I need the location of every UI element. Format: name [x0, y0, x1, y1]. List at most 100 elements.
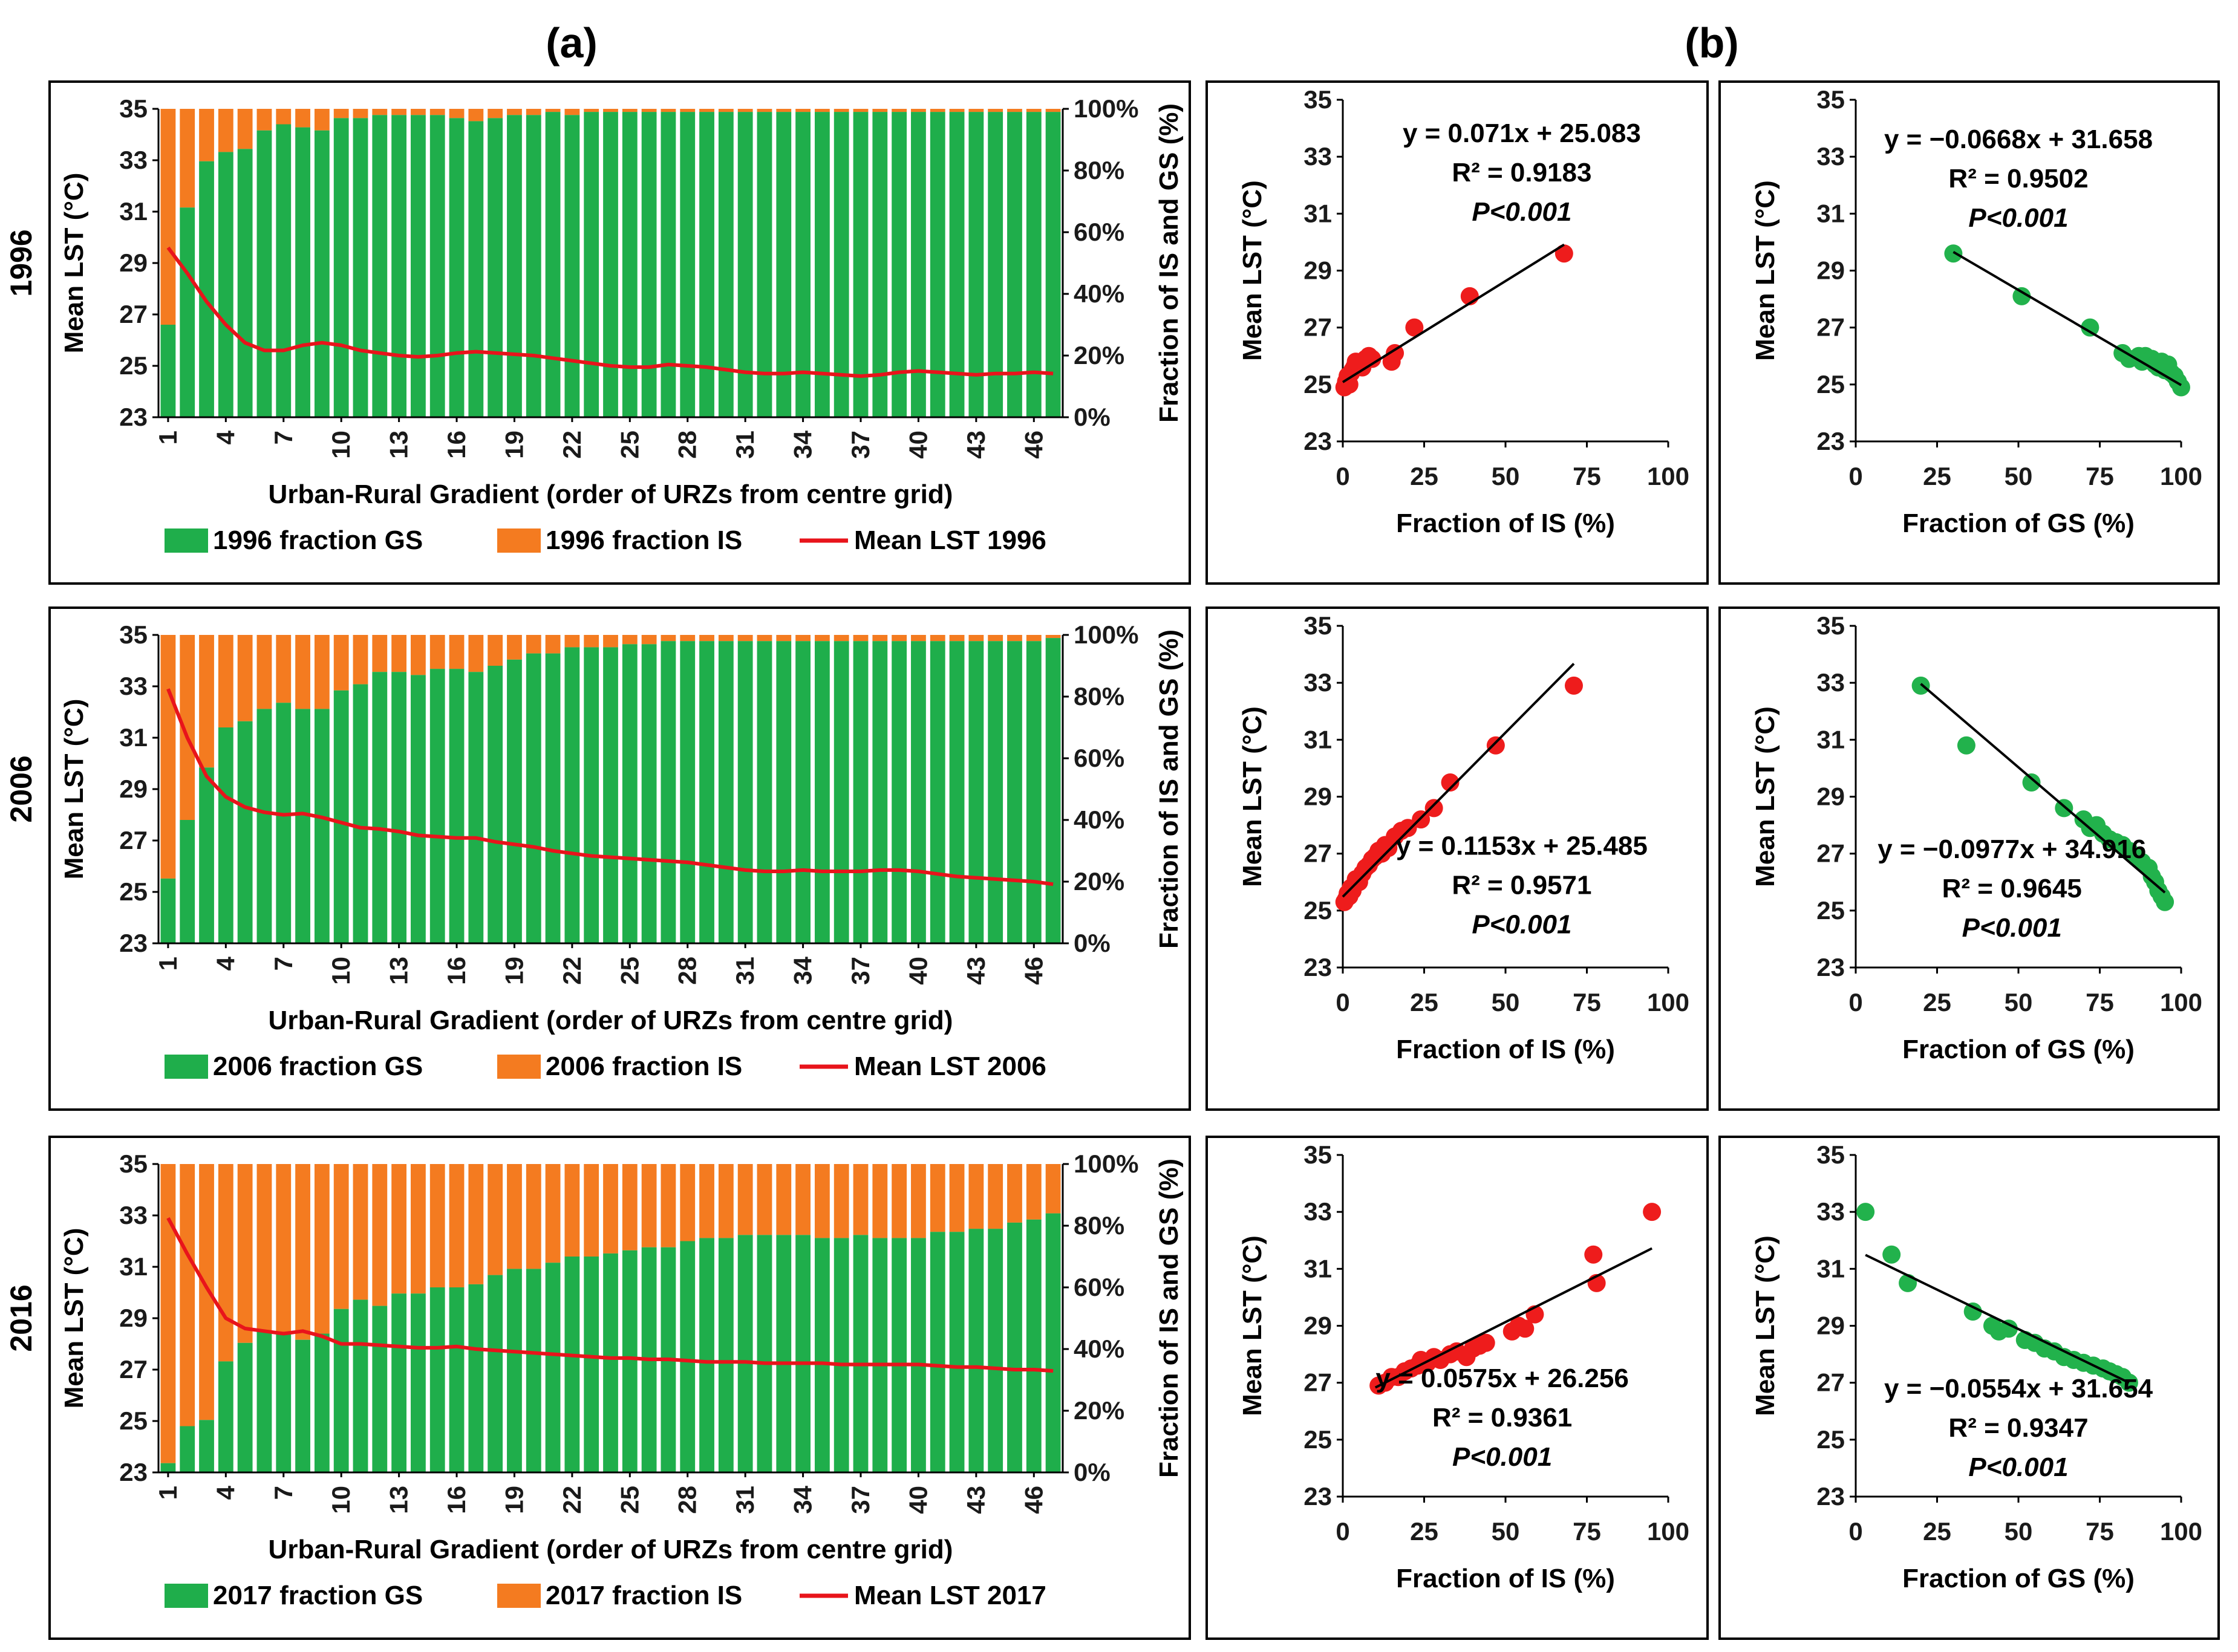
- bar-is-2: [180, 1164, 195, 1426]
- scatter-point: [1963, 1302, 1982, 1321]
- bar-is-38: [872, 635, 888, 642]
- y2-tick-label: 20%: [1074, 867, 1124, 896]
- bar-is-26: [641, 635, 657, 645]
- bar-is-4: [218, 109, 233, 152]
- y-tick-label: 35: [1303, 611, 1332, 640]
- bar-gs-2: [180, 207, 195, 417]
- y2-tick-label: 20%: [1074, 1396, 1124, 1425]
- scatter-point: [1584, 1245, 1603, 1264]
- fit-equation: y = −0.0977x + 34.916: [1878, 834, 2146, 864]
- bar-gs-47: [1045, 112, 1061, 417]
- bar-is-6: [256, 1164, 272, 1331]
- y-tick-label: 27: [1303, 1368, 1332, 1397]
- bar-is-27: [661, 109, 676, 112]
- r-squared: R² = 0.9571: [1452, 871, 1591, 900]
- bar-gs-47: [1045, 1213, 1061, 1472]
- bar-gs-37: [853, 641, 869, 943]
- bar-is-35: [814, 109, 830, 112]
- bar-gs-28: [680, 1241, 696, 1472]
- bar-gs-26: [641, 644, 657, 943]
- y2-tick-label: 80%: [1074, 156, 1124, 184]
- scatter-point: [1882, 1245, 1901, 1264]
- bar-is-10: [333, 109, 349, 119]
- bar-is-40: [911, 109, 926, 112]
- y-tick-label: 25: [1816, 370, 1845, 398]
- x-tick-label: 75: [2086, 988, 2114, 1016]
- bar-is-3: [199, 109, 214, 161]
- x-tick-label: 16: [442, 957, 471, 985]
- bar-is-21: [545, 109, 561, 112]
- bar-gs-44: [988, 1229, 1003, 1472]
- p-value: P<0.001: [1968, 203, 2068, 233]
- y-tick-label: 33: [1303, 142, 1332, 171]
- legend-label: Mean LST 1996: [854, 525, 1046, 555]
- bar-gs-20: [526, 653, 541, 943]
- y-tick-label: 23: [1303, 1482, 1332, 1511]
- r-squared: R² = 0.9183: [1452, 158, 1591, 187]
- x-tick-label: 0: [1848, 462, 1862, 490]
- p-value: P<0.001: [1472, 197, 1571, 227]
- x-tick-label: 50: [2005, 1517, 2033, 1546]
- y2-tick-label: 100%: [1074, 1150, 1138, 1178]
- x-tick-label: 25: [1410, 1517, 1438, 1546]
- bar-is-7: [276, 1164, 292, 1334]
- x-tick-label: 19: [500, 1486, 528, 1514]
- bar-is-3: [199, 635, 214, 768]
- x-tick-label: 0: [1848, 1517, 1862, 1546]
- bar-gs-40: [911, 1238, 926, 1472]
- bar-is-36: [834, 109, 849, 112]
- y-axis-title: Mean LST (°C): [59, 173, 89, 354]
- bar-is-13: [391, 109, 407, 115]
- x-tick-label: 50: [1492, 462, 1520, 490]
- r-squared: R² = 0.9347: [1948, 1413, 2088, 1443]
- bar-is-21: [545, 1164, 561, 1263]
- y2-axis-title: Fraction of IS and GS (%): [1154, 103, 1184, 423]
- bar-gs-39: [892, 112, 907, 417]
- x-tick-label: 10: [327, 431, 355, 459]
- bar-is-13: [391, 1164, 407, 1294]
- bar-gs-33: [776, 641, 792, 943]
- bar-chart-2016: 2016 23 25 27 29 31 33 35 0% 20% 40% 60% 80% 100% 1 4 7 1…: [4, 1136, 1191, 1640]
- scatter-point: [2156, 893, 2174, 911]
- x-tick-label: 22: [558, 1486, 586, 1514]
- bar-gs-20: [526, 115, 541, 417]
- x-tick-label: 75: [1573, 988, 1601, 1016]
- bar-is-34: [795, 109, 811, 112]
- y-tick-label: 31: [119, 723, 148, 752]
- scatter-point: [1424, 799, 1443, 818]
- bar-gs-18: [488, 118, 503, 418]
- bar-gs-39: [892, 1238, 907, 1472]
- x-tick-label: 10: [327, 957, 355, 985]
- scatter-sc-2016-is: 23 25 27 29 31 33 35 0 25 50 75 100 Fraction of IS (…: [1205, 1136, 1709, 1640]
- bar-is-19: [507, 1164, 522, 1269]
- x-axis-title: Fraction of GS (%): [1902, 1564, 2135, 1593]
- bar-is-2: [180, 109, 195, 208]
- fit-line: [1953, 250, 2182, 386]
- y-tick-label: 25: [1816, 896, 1845, 925]
- y-tick-label: 31: [1816, 199, 1845, 227]
- y-axis-title: Mean LST (°C): [59, 699, 89, 880]
- x-tick-label: 100: [2160, 462, 2202, 490]
- fit-line: [1865, 1254, 2130, 1384]
- x-tick-label: 25: [1410, 988, 1438, 1016]
- y-tick-label: 33: [1303, 1197, 1332, 1226]
- bar-gs-7: [276, 703, 292, 943]
- bar-is-8: [295, 635, 310, 709]
- bar-is-40: [911, 1164, 926, 1238]
- scatter-point: [1386, 344, 1404, 363]
- bar-gs-32: [757, 1235, 772, 1472]
- bar-is-12: [372, 635, 388, 672]
- bar-gs-1: [160, 1463, 176, 1472]
- bar-gs-45: [1007, 1222, 1022, 1472]
- y2-tick-label: 40%: [1074, 805, 1124, 834]
- y-tick-label: 35: [119, 1150, 148, 1178]
- bar-gs-40: [911, 641, 926, 943]
- x-tick-label: 19: [500, 957, 528, 985]
- x-tick-label: 50: [1492, 1517, 1520, 1546]
- bar-gs-44: [988, 641, 1003, 943]
- y-tick-label: 29: [1303, 782, 1332, 811]
- p-value: P<0.001: [1452, 1442, 1552, 1472]
- y-tick-label: 25: [1303, 896, 1332, 925]
- bar-gs-12: [372, 115, 388, 417]
